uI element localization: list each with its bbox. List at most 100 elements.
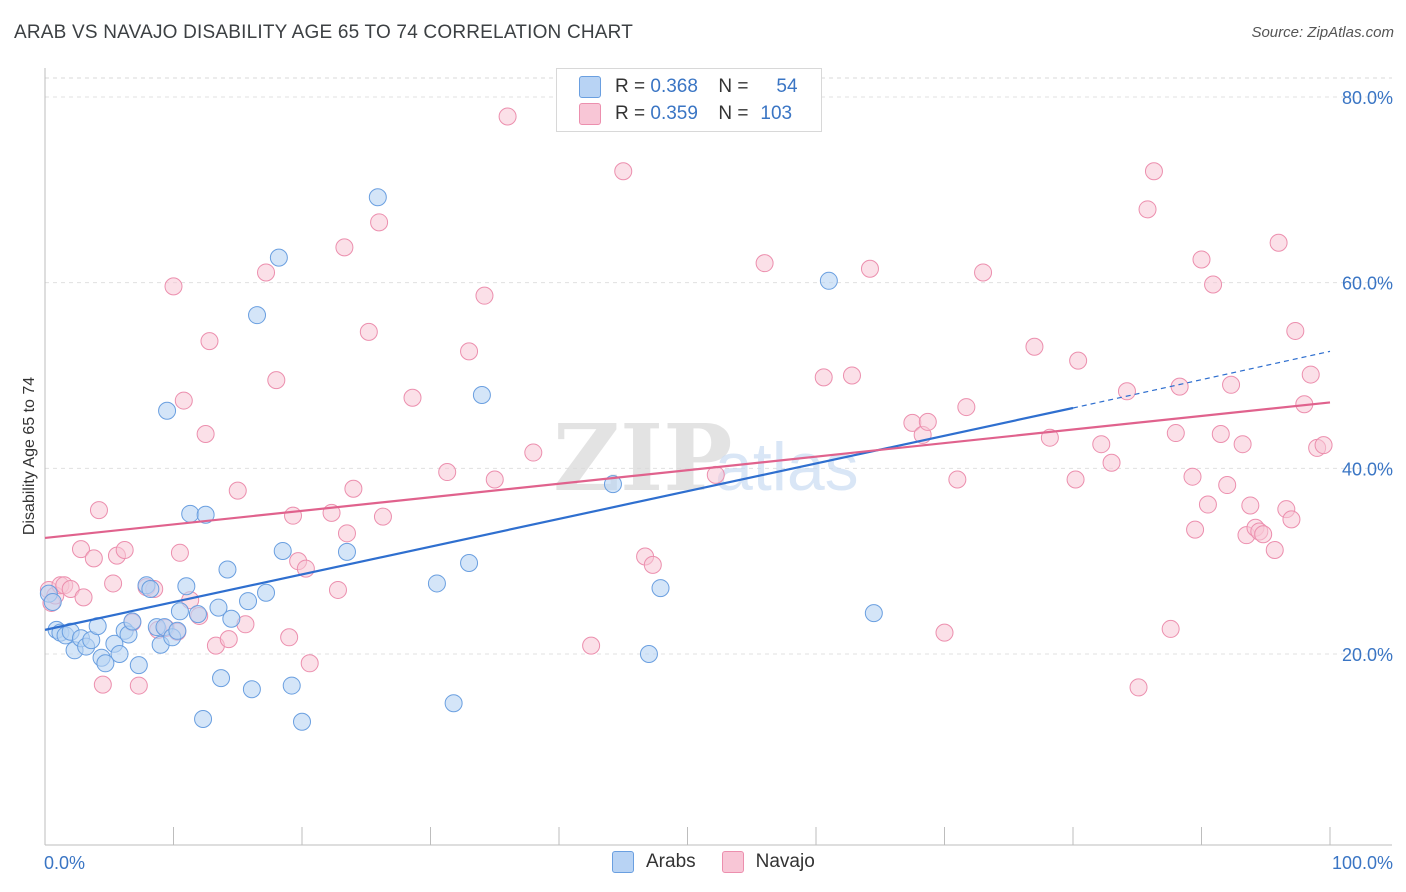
- navajo-point: [582, 636, 601, 655]
- navajo-point: [918, 412, 937, 431]
- navajo-point: [71, 540, 90, 559]
- arabs-legend-swatch: [612, 851, 634, 873]
- arabs-point: [257, 583, 276, 602]
- navajo-point: [373, 507, 392, 526]
- arabs-point: [188, 605, 207, 624]
- watermark-zip: ZIP: [553, 404, 732, 512]
- navajo-point: [1117, 382, 1136, 401]
- arabs-point: [43, 593, 62, 612]
- navajo-point: [1161, 619, 1180, 638]
- arabs-point: [337, 542, 356, 561]
- legend-item-arabs: Arabs: [612, 851, 696, 873]
- navajo-point: [344, 479, 363, 498]
- stats-legend: R = 0.368 N = 54 R = 0.359 N = 103: [556, 68, 822, 132]
- navajo-point: [498, 107, 517, 126]
- navajo-point: [1102, 453, 1121, 472]
- navajo-point: [170, 543, 189, 562]
- navajo-point: [1241, 496, 1260, 515]
- navajo-point: [1204, 275, 1223, 294]
- navajo-point: [842, 366, 861, 385]
- navajo-point: [860, 259, 879, 278]
- legend-item-navajo: Navajo: [721, 851, 815, 873]
- navajo-point: [643, 555, 662, 574]
- r-label: R =: [615, 103, 646, 124]
- navajo-point: [1211, 424, 1230, 443]
- arabs-point: [293, 712, 311, 731]
- navajo-point: [460, 342, 479, 361]
- navajo-point: [1314, 436, 1333, 455]
- navajo-point: [814, 368, 833, 387]
- navajo-point: [1183, 467, 1202, 486]
- series-legend: Arabs Navajo: [612, 851, 841, 873]
- legend-label-arabs: Arabs: [646, 851, 696, 872]
- navajo-point: [104, 574, 123, 593]
- navajo-point: [129, 676, 148, 695]
- arabs-points: [39, 188, 883, 731]
- navajo-point: [957, 398, 976, 417]
- navajo-point: [89, 501, 108, 520]
- navajo-point: [1186, 520, 1205, 539]
- arabs-point: [129, 656, 148, 675]
- navajo-point: [1192, 250, 1211, 269]
- navajo-point: [755, 254, 774, 273]
- navajo-point: [1265, 541, 1284, 560]
- navajo-point: [974, 263, 993, 282]
- trend-lines: [44, 350, 1331, 631]
- navajo-point: [1222, 375, 1241, 394]
- n-label: N =: [718, 103, 749, 124]
- y-axis-label: Disability Age 65 to 74: [21, 377, 38, 535]
- arabs-trend-line: [44, 406, 1074, 631]
- navajo-point: [1198, 495, 1217, 514]
- navajo-point: [1166, 424, 1185, 443]
- navajo-point: [485, 470, 504, 489]
- navajo-point: [196, 424, 215, 443]
- watermark: ZIP atlas: [553, 404, 859, 512]
- arabs-point: [170, 602, 189, 621]
- navajo-point: [1144, 162, 1163, 181]
- navajo-point: [370, 213, 389, 232]
- navajo-point: [1129, 678, 1148, 697]
- r-label: R =: [615, 76, 646, 97]
- navajo-point: [280, 628, 299, 647]
- arabs-point: [639, 645, 658, 663]
- arabs-point: [123, 612, 142, 631]
- navajo-point: [219, 630, 238, 649]
- navajo-point: [438, 463, 457, 482]
- arabs-point: [141, 580, 160, 599]
- navajo-point: [200, 332, 219, 351]
- arabs-point: [427, 574, 446, 593]
- arabs-point: [460, 554, 479, 573]
- n-value: 103: [760, 103, 793, 124]
- arabs-point: [168, 621, 187, 640]
- navajo-point: [174, 391, 193, 410]
- arabs-point: [96, 654, 115, 673]
- navajo-swatch: [579, 103, 601, 125]
- arabs-point: [222, 609, 241, 628]
- navajo-point: [1170, 377, 1189, 396]
- navajo-point: [337, 524, 356, 543]
- r-value: 0.359: [650, 103, 698, 124]
- legend-row-navajo: R = 0.359 N = 103: [557, 101, 792, 127]
- arabs-point: [273, 541, 292, 560]
- n-label: N =: [718, 76, 749, 97]
- r-value: 0.368: [650, 76, 698, 97]
- arabs-point: [282, 676, 301, 695]
- chart-title: ARAB VS NAVAJO DISABILITY AGE 65 TO 74 C…: [14, 22, 634, 43]
- navajo-point: [614, 162, 633, 181]
- navajo-point: [74, 588, 93, 607]
- navajo-point: [1138, 200, 1157, 219]
- arabs-point: [110, 645, 129, 663]
- navajo-point: [164, 277, 183, 296]
- arabs-point: [368, 188, 387, 207]
- grid: [45, 77, 1392, 655]
- navajo-point: [284, 506, 303, 525]
- navajo-point: [524, 443, 543, 462]
- navajo-point: [1301, 365, 1320, 384]
- navajo-legend-swatch: [721, 851, 744, 873]
- navajo-point: [61, 580, 80, 599]
- arabs-point: [181, 504, 200, 523]
- navajo-point: [1066, 470, 1085, 489]
- arabs-point: [212, 669, 231, 688]
- navajo-point: [1286, 321, 1305, 340]
